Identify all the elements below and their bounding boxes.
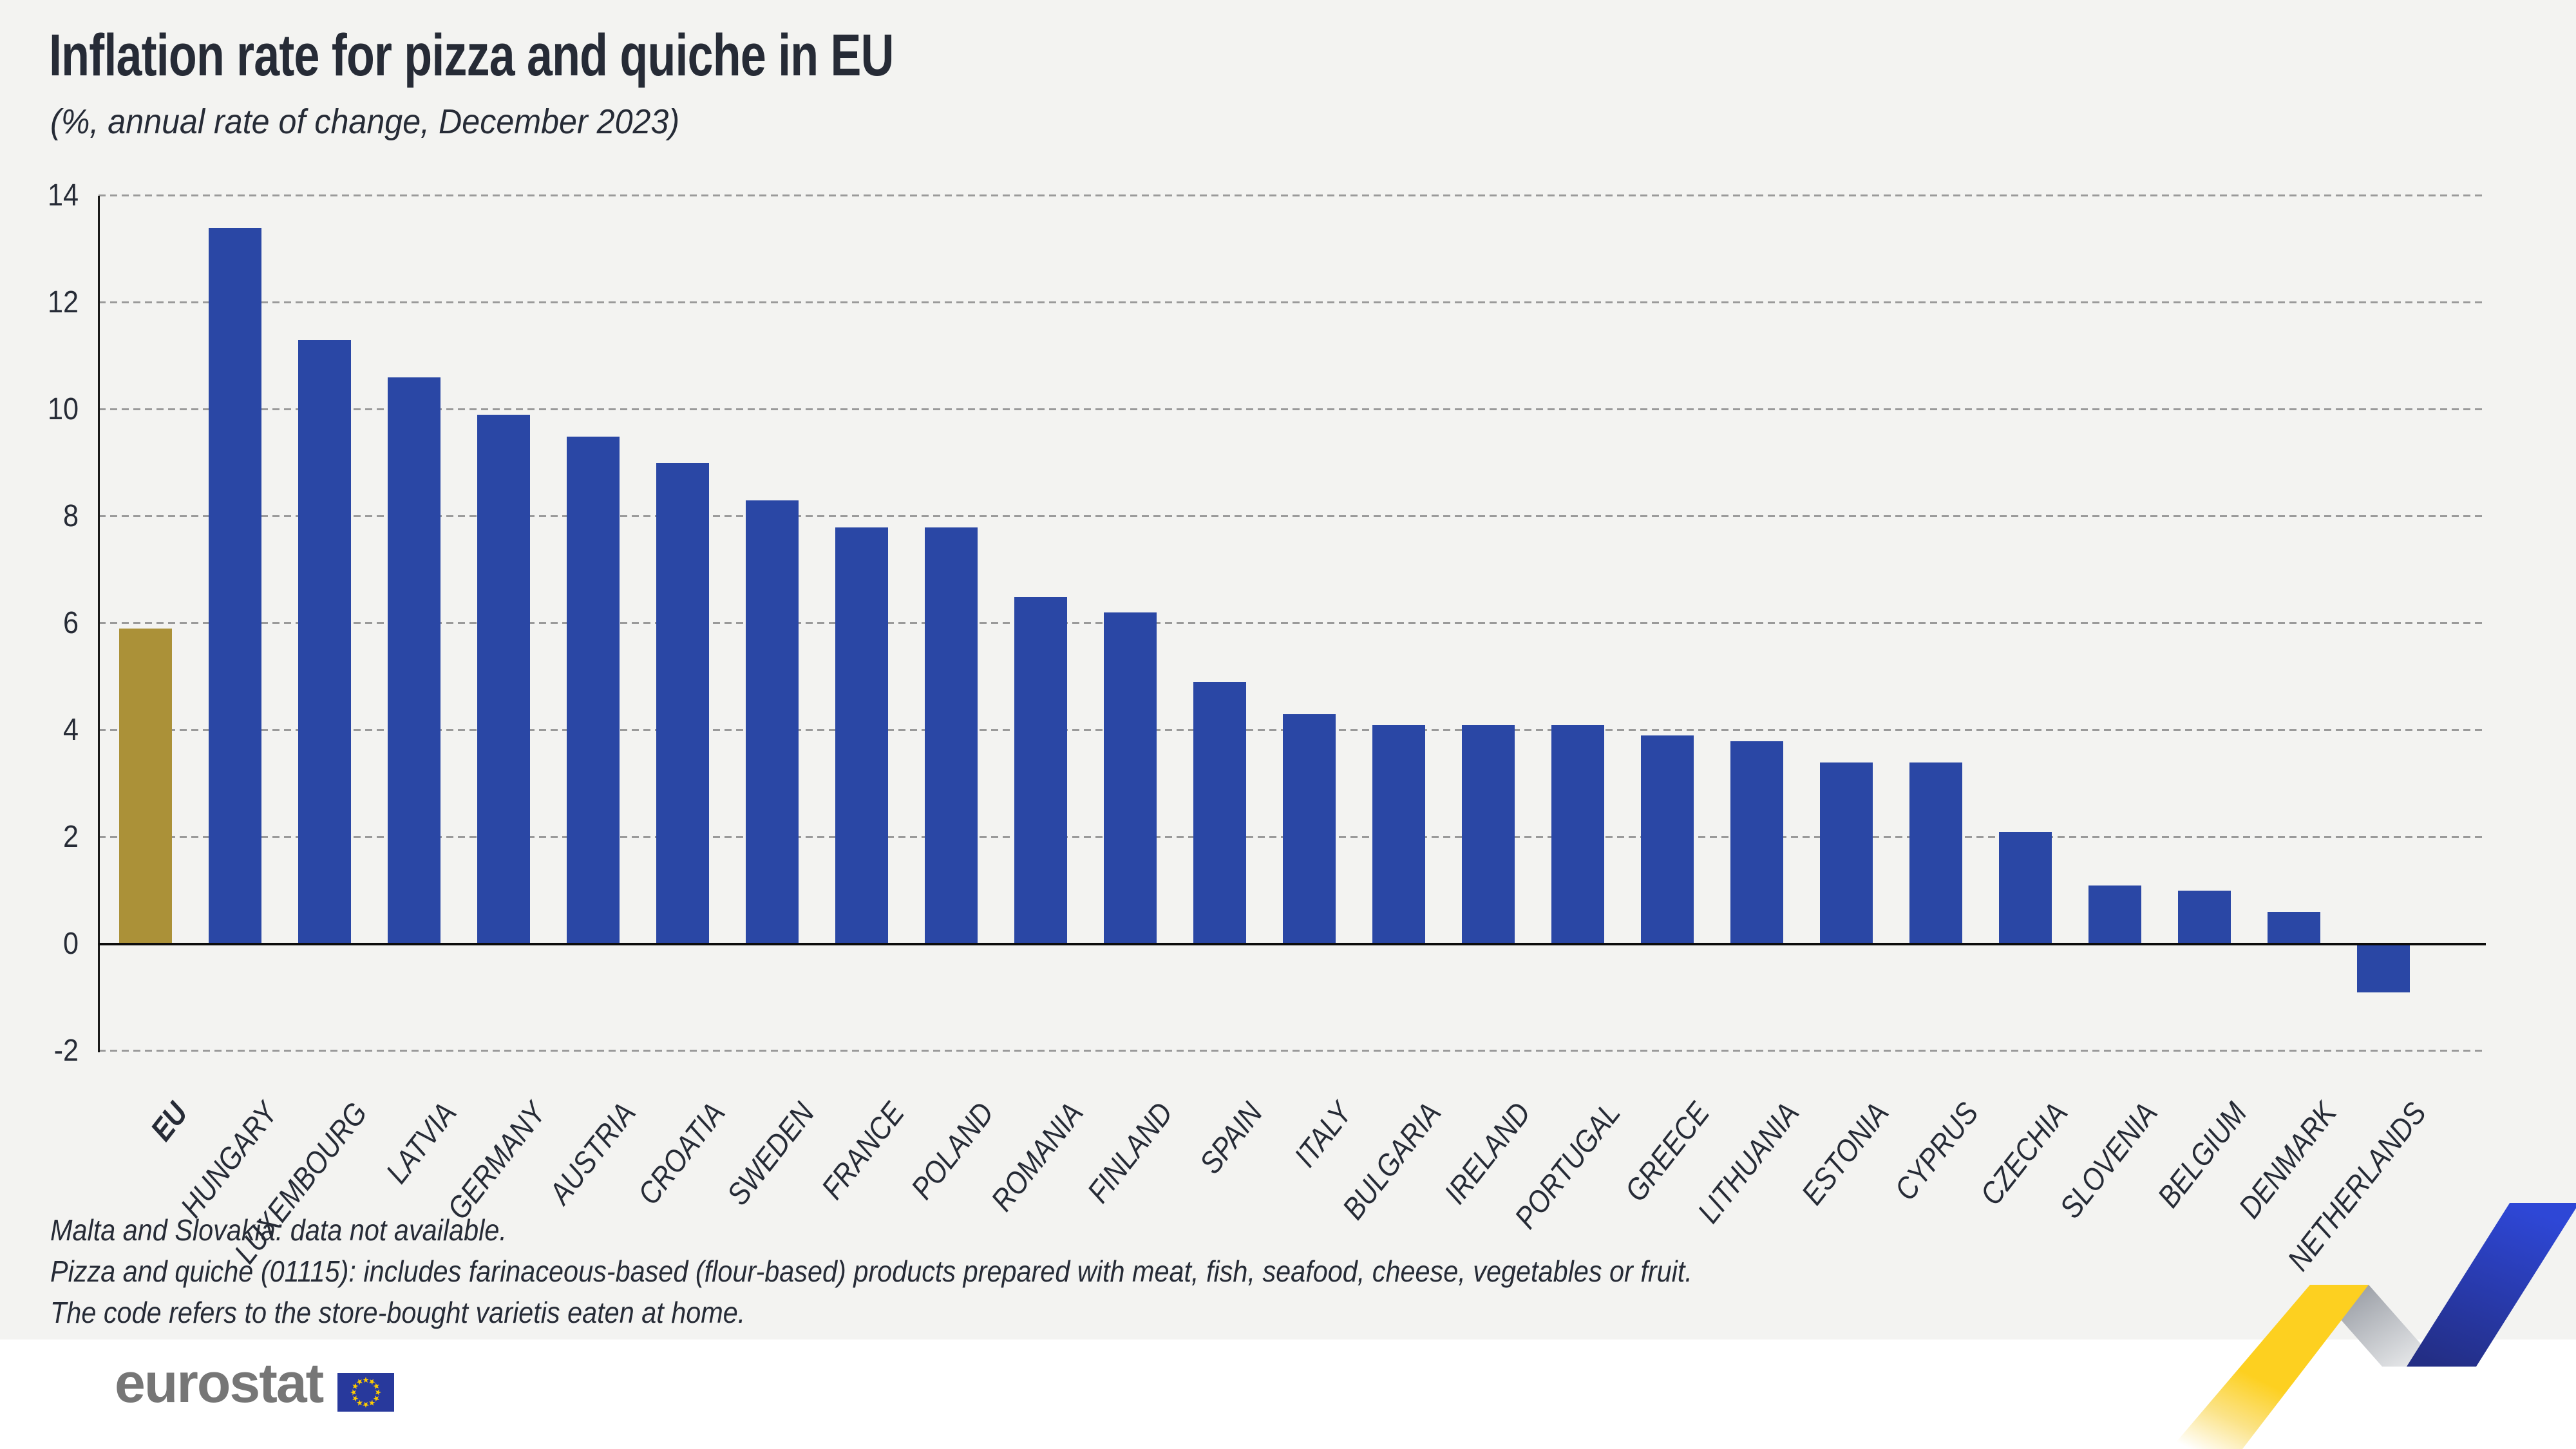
bar-czechia bbox=[1999, 831, 2052, 944]
gridline-10 bbox=[99, 408, 2486, 410]
bar-poland bbox=[925, 527, 978, 944]
footnote-line-3: The code refers to the store-bought vari… bbox=[50, 1296, 746, 1329]
bar-slovenia bbox=[2088, 885, 2141, 944]
x-label-finland: FINLAND bbox=[1081, 1096, 1180, 1209]
gridline-6 bbox=[99, 622, 2486, 624]
ribbon-yellow-segment bbox=[2170, 1285, 2369, 1449]
y-tick-label--2: -2 bbox=[53, 1034, 79, 1068]
y-tick-label-0: 0 bbox=[62, 927, 79, 961]
y-tick-label-8: 8 bbox=[62, 499, 79, 533]
bar-germany bbox=[477, 415, 530, 944]
bar-hungary bbox=[209, 227, 261, 944]
x-label-italy: ITALY bbox=[1287, 1096, 1359, 1174]
footnote-line-1: Malta and Slovakia: data not available. bbox=[50, 1213, 507, 1247]
x-label-eu: EU bbox=[144, 1096, 195, 1148]
y-tick-label-12: 12 bbox=[47, 285, 79, 319]
bar-italy bbox=[1283, 714, 1336, 944]
bar-bulgaria bbox=[1372, 724, 1425, 944]
bar-spain bbox=[1193, 682, 1246, 944]
x-label-austria: AUSTRIA bbox=[543, 1096, 643, 1211]
gridline--2 bbox=[99, 1050, 2486, 1052]
bar-cyprus bbox=[1909, 762, 1962, 944]
bar-eu bbox=[119, 629, 172, 944]
y-tick-label-4: 4 bbox=[62, 713, 79, 747]
zero-baseline bbox=[99, 943, 2486, 945]
y-tick-label-10: 10 bbox=[47, 392, 79, 426]
y-tick-label-2: 2 bbox=[62, 820, 79, 854]
x-label-romania: ROMANIA bbox=[985, 1096, 1090, 1218]
bar-romania bbox=[1014, 596, 1067, 944]
bar-austria bbox=[567, 436, 620, 944]
bar-luxembourg bbox=[298, 340, 351, 944]
footnotes: Malta and Slovakia: data not available. … bbox=[50, 1209, 1692, 1333]
bar-lithuania bbox=[1730, 741, 1783, 944]
x-label-croatia: CROATIA bbox=[632, 1096, 732, 1211]
x-label-estonia: ESTONIA bbox=[1795, 1096, 1896, 1211]
bar-netherlands bbox=[2357, 944, 2410, 992]
bar-finland bbox=[1104, 612, 1157, 944]
eu-flag-icon bbox=[337, 1373, 394, 1412]
footer-band bbox=[0, 1340, 2576, 1449]
x-label-france: FRANCE bbox=[815, 1096, 911, 1206]
gridline-12 bbox=[99, 301, 2486, 303]
y-tick-label-14: 14 bbox=[47, 178, 79, 213]
bar-ireland bbox=[1462, 724, 1515, 944]
bar-estonia bbox=[1820, 762, 1873, 944]
footnote-line-2: Pizza and quiche (01115): includes farin… bbox=[50, 1255, 1692, 1288]
ribbon-blue-segment bbox=[2407, 1203, 2576, 1367]
x-label-latvia: LATVIA bbox=[380, 1096, 464, 1190]
eurostat-logo-text: eurostat bbox=[115, 1352, 324, 1414]
page-title: Inflation rate for pizza and quiche in E… bbox=[49, 23, 894, 88]
bar-belgium bbox=[2178, 891, 2231, 944]
bar-greece bbox=[1641, 735, 1694, 944]
x-label-spain: SPAIN bbox=[1193, 1096, 1269, 1180]
x-label-sweden: SWEDEN bbox=[721, 1096, 822, 1212]
x-label-greece: GREECE bbox=[1618, 1096, 1717, 1208]
bar-denmark bbox=[2268, 912, 2320, 944]
bar-sweden bbox=[746, 500, 799, 944]
page-subtitle: (%, annual rate of change, December 2023… bbox=[50, 102, 680, 141]
bar-croatia bbox=[656, 463, 709, 944]
y-tick-label-6: 6 bbox=[62, 606, 79, 640]
gridline-14 bbox=[99, 194, 2486, 196]
decorative-ribbon bbox=[2170, 1203, 2576, 1449]
bar-france bbox=[835, 527, 888, 944]
y-axis-line bbox=[98, 196, 100, 1052]
x-label-poland: POLAND bbox=[904, 1096, 1001, 1206]
x-label-cyprus: CYPRUS bbox=[1888, 1096, 1985, 1207]
bar-portugal bbox=[1551, 724, 1604, 944]
bar-latvia bbox=[388, 377, 440, 944]
gridline-8 bbox=[99, 515, 2486, 517]
